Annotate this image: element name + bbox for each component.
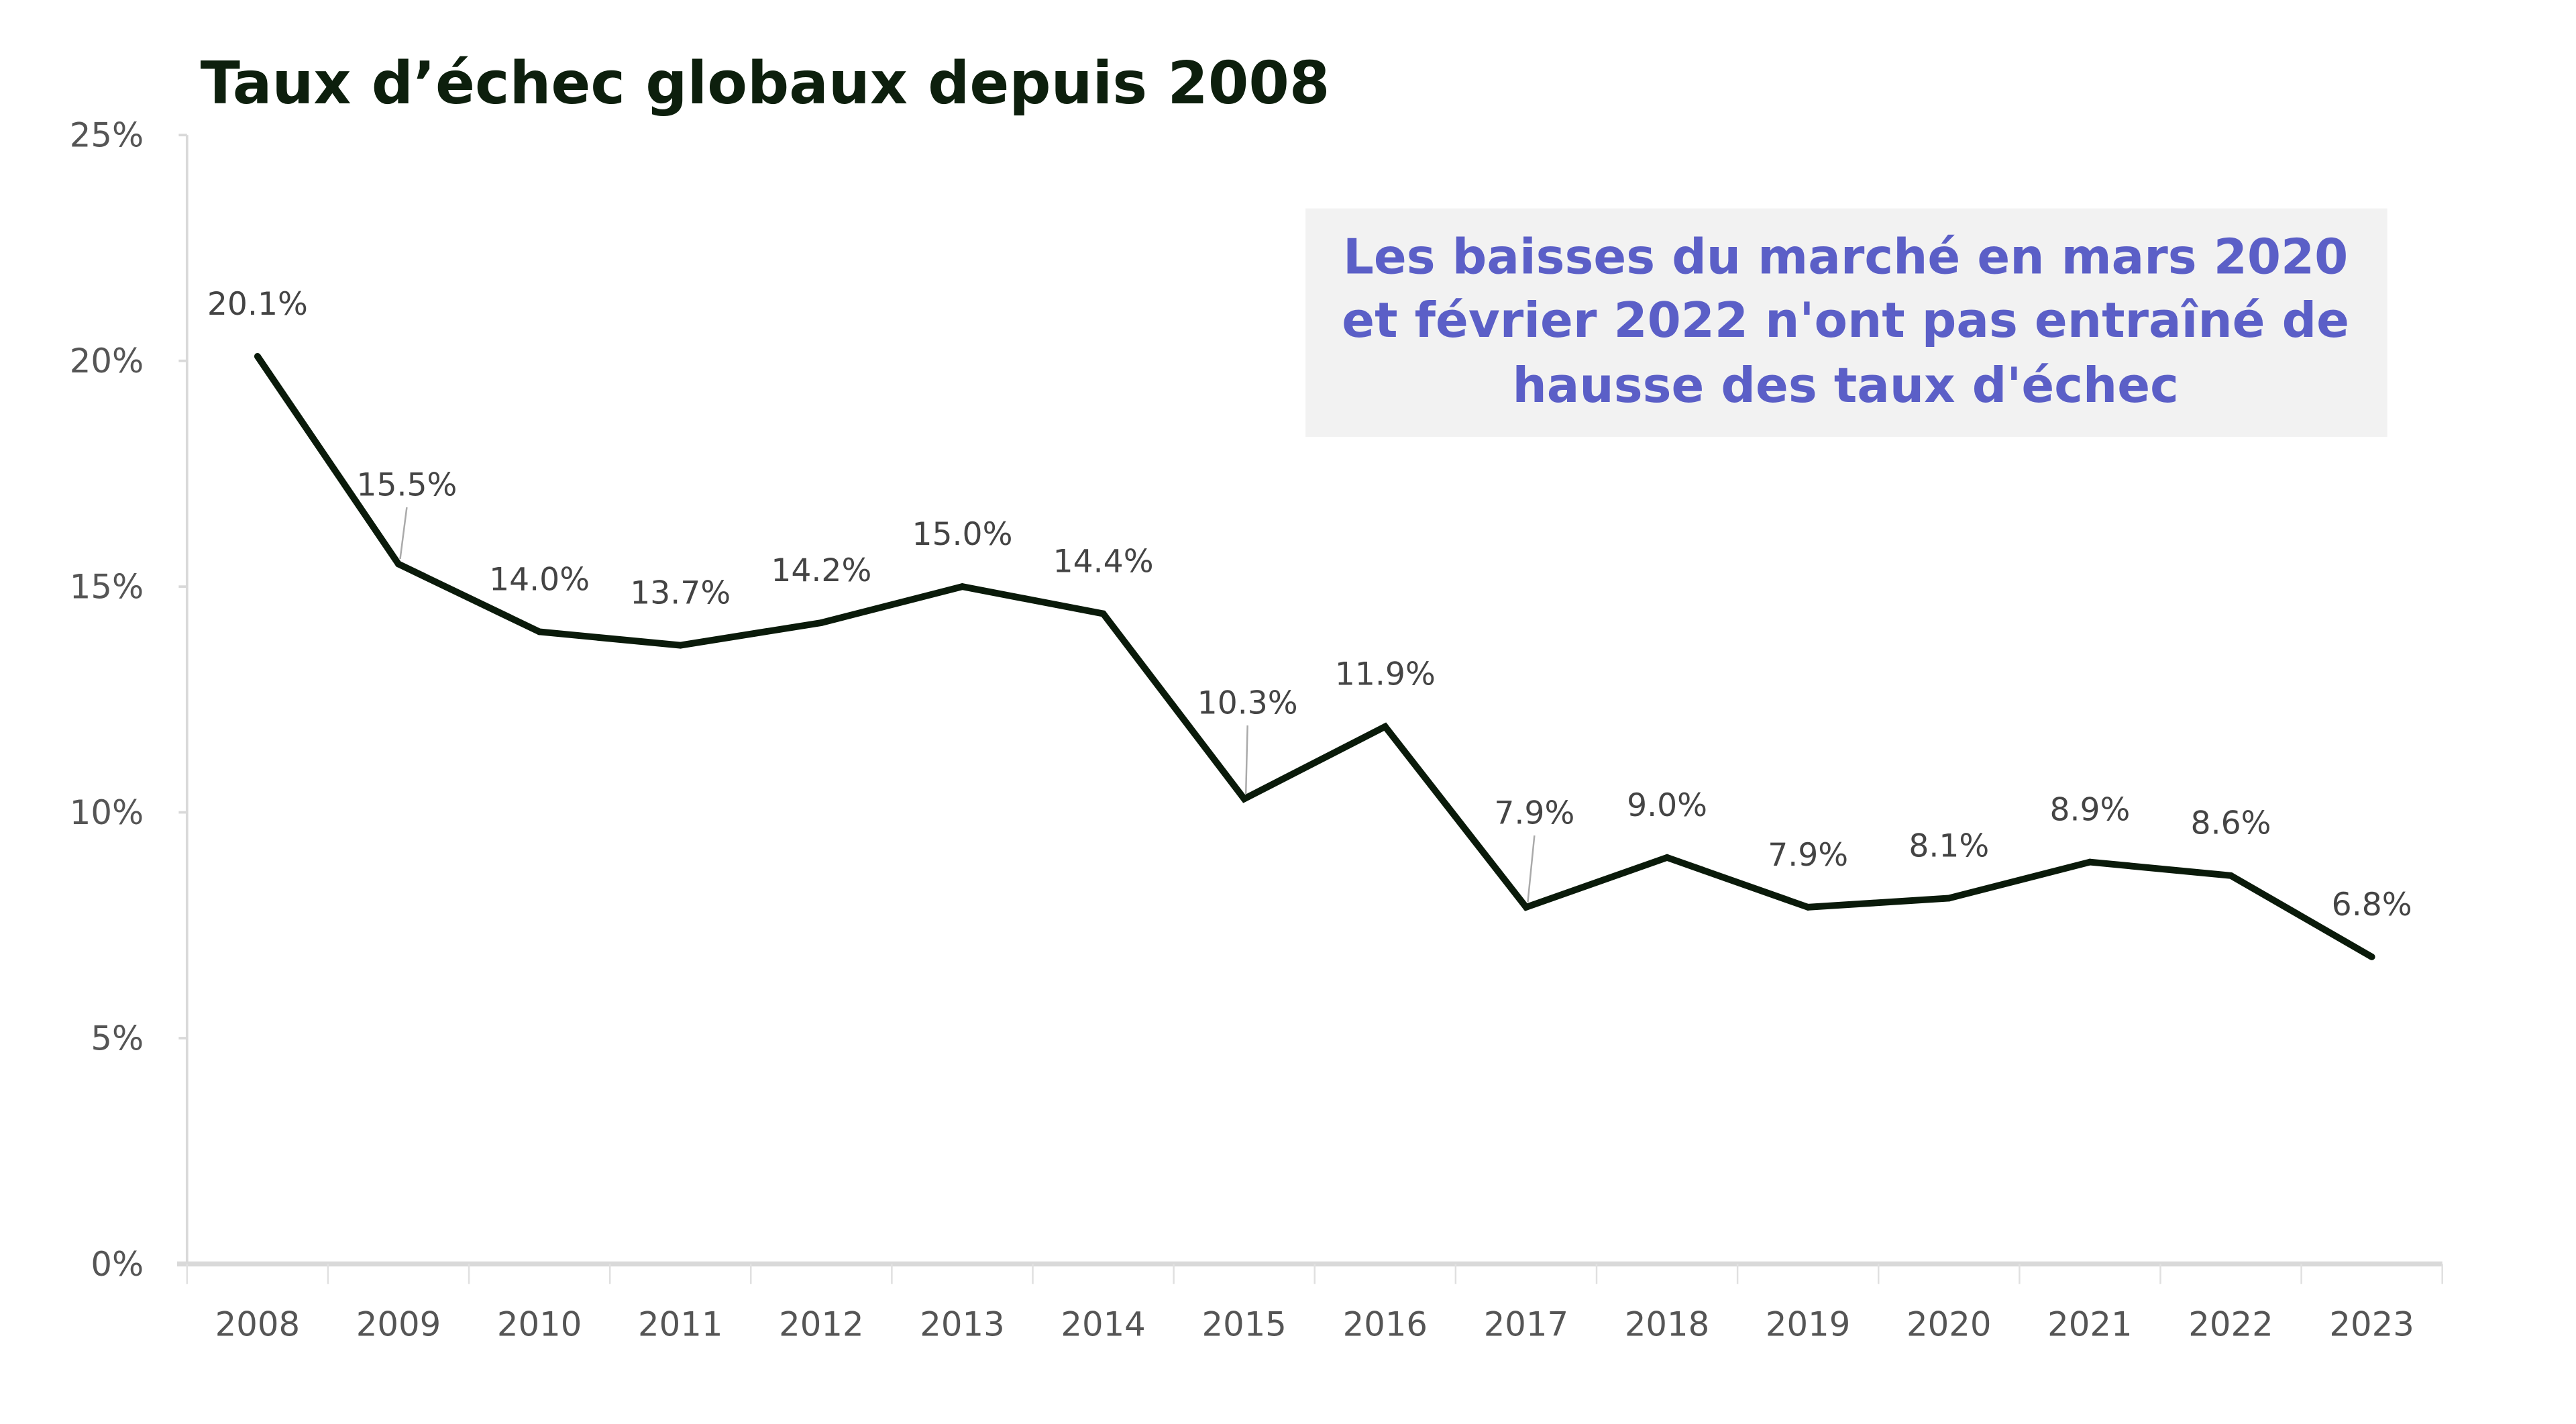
data-label: 11.9% — [1335, 656, 1436, 693]
data-label: 20.1% — [207, 286, 308, 323]
x-tick-label: 2016 — [1343, 1305, 1428, 1343]
annotation-line-2: et février 2022 n'ont pas entraîné de — [1342, 292, 2349, 348]
y-tick-label: 15% — [70, 568, 144, 607]
annotation-line-3: hausse des taux d'échec — [1513, 357, 2179, 413]
data-label: 6.8% — [2332, 886, 2412, 923]
x-tick-label: 2012 — [779, 1305, 863, 1343]
y-tick-label: 10% — [70, 793, 144, 832]
data-point — [1099, 610, 1107, 617]
data-label: 9.0% — [1627, 787, 1707, 824]
x-tick-label: 2021 — [2047, 1305, 2132, 1343]
data-label: 8.6% — [2191, 805, 2271, 842]
x-tick-label: 2023 — [2329, 1305, 2414, 1343]
data-label: 8.1% — [1909, 827, 1989, 864]
data-label: 15.5% — [356, 467, 457, 504]
data-point — [677, 642, 684, 649]
data-point — [1522, 903, 1529, 911]
x-tick-label: 2022 — [2188, 1305, 2273, 1343]
y-tick-label: 0% — [91, 1245, 144, 1284]
y-tick-label: 20% — [70, 342, 144, 380]
x-tick-label: 2009 — [356, 1305, 441, 1343]
data-label-leader — [1244, 725, 1248, 794]
data-point — [254, 353, 261, 360]
data-label: 7.9% — [1494, 795, 1574, 832]
data-point — [1805, 903, 1812, 911]
data-label: 13.7% — [630, 574, 731, 611]
data-label: 10.3% — [1197, 685, 1298, 722]
x-tick-label: 2017 — [1484, 1305, 1568, 1343]
data-point — [2368, 953, 2375, 960]
x-tick-label: 2008 — [215, 1305, 300, 1343]
series-line — [254, 354, 2374, 960]
x-tick-label: 2015 — [1201, 1305, 1286, 1343]
data-label: 14.4% — [1053, 543, 1154, 580]
data-point — [1945, 895, 1953, 902]
data-point — [2086, 858, 2094, 866]
data-label-leader — [399, 507, 408, 560]
chart-title: Taux d’échec globaux depuis 2008 — [201, 49, 1330, 117]
x-tick-label: 2011 — [638, 1305, 722, 1343]
axes: 0% 5% 10% 15% 20% 25% 2008 2009 2010 2011 2012 2013… — [70, 116, 2443, 1343]
x-tick-label: 2020 — [1907, 1305, 1991, 1343]
data-label: 15.0% — [912, 516, 1012, 553]
data-point — [1664, 854, 1671, 861]
x-tick-label: 2019 — [1766, 1305, 1850, 1343]
x-tick-label: 2013 — [920, 1305, 1004, 1343]
data-label-leader — [1527, 835, 1536, 903]
data-label: 14.0% — [489, 561, 590, 598]
y-tick-label: 5% — [91, 1019, 144, 1058]
data-point — [536, 628, 543, 635]
annotation-box: Les baisses du marché en mars 2020 et fé… — [1305, 208, 2387, 438]
data-point — [959, 583, 966, 591]
data-label: 8.9% — [2049, 791, 2130, 828]
annotation-line-1: Les baisses du marché en mars 2020 — [1343, 229, 2348, 285]
data-point — [1381, 723, 1389, 730]
data-point — [1240, 795, 1248, 803]
annotation-background — [1305, 208, 2387, 438]
data-point — [2227, 872, 2235, 879]
data-label: 14.2% — [771, 552, 871, 589]
series-group: 20.1% 15.5% 14.0% 13.7% 14.2% 15.0% 14.4% 10.3%… — [207, 286, 2412, 960]
x-tick-label: 2010 — [497, 1305, 582, 1343]
x-tick-label: 2014 — [1061, 1305, 1145, 1343]
data-point — [395, 560, 402, 568]
data-point — [818, 619, 825, 626]
x-tick-label: 2018 — [1625, 1305, 1709, 1343]
y-tick-label: 25% — [70, 116, 144, 155]
data-label: 7.9% — [1768, 837, 1848, 874]
